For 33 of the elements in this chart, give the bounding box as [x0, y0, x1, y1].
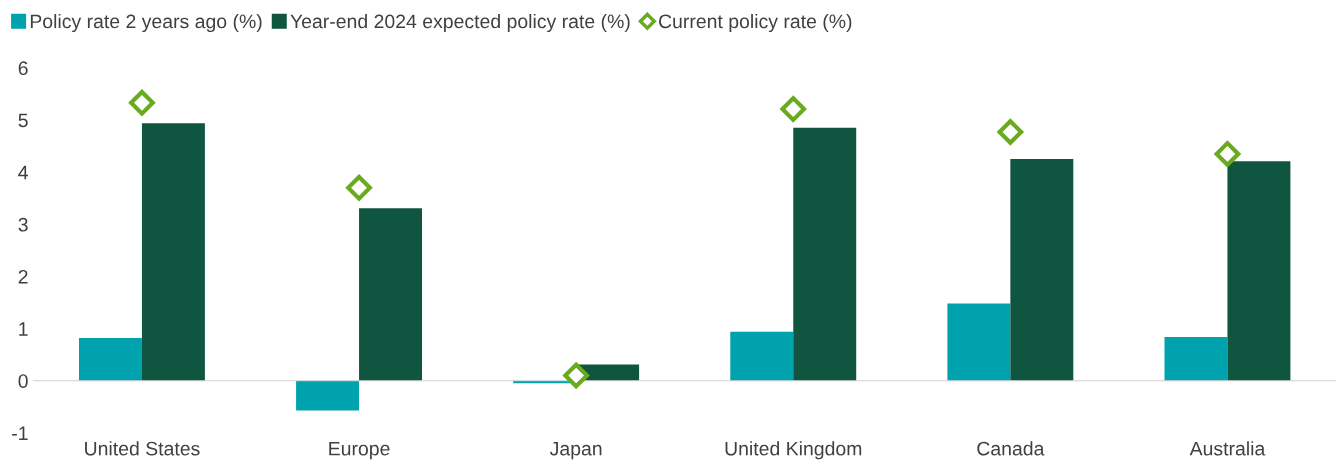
y-tick-label: 5	[18, 113, 28, 128]
y-tick-label: 3	[18, 217, 28, 232]
point	[1214, 141, 1241, 167]
bar	[1010, 159, 1074, 381]
bar	[359, 208, 423, 381]
legend-label: Policy rate 2 years ago (%)	[30, 13, 262, 33]
x-tick-label: Canada	[977, 441, 1045, 456]
y-tick-label: 2	[18, 269, 28, 284]
x-tick-label: United Kingdom	[725, 441, 862, 460]
point	[997, 119, 1024, 145]
bar	[1227, 161, 1291, 381]
y-tick-label: 1	[19, 322, 28, 336]
x-tick-label: Japan	[549, 441, 602, 460]
point	[780, 96, 807, 122]
y-tick-label: 4	[18, 165, 28, 180]
point	[129, 89, 155, 116]
y-tick-label: 0	[18, 374, 28, 388]
legend-label: Year-end 2024 expected policy rate (%)	[290, 13, 630, 33]
x-tick-label: United States	[85, 441, 200, 456]
legend-label: Current policy rate (%)	[659, 13, 852, 33]
bar	[947, 303, 1011, 381]
point	[563, 362, 590, 389]
x-tick-label: Australia	[1189, 441, 1266, 456]
point	[346, 174, 372, 201]
y-tick-label: -1	[12, 426, 28, 440]
y-tick-label: 6	[18, 61, 28, 76]
x-tick-label: Europe	[329, 441, 390, 460]
bar	[78, 337, 142, 381]
bar	[793, 127, 857, 381]
bar	[296, 380, 360, 411]
bar	[1164, 336, 1228, 381]
bar	[730, 331, 794, 381]
bar	[141, 123, 205, 381]
